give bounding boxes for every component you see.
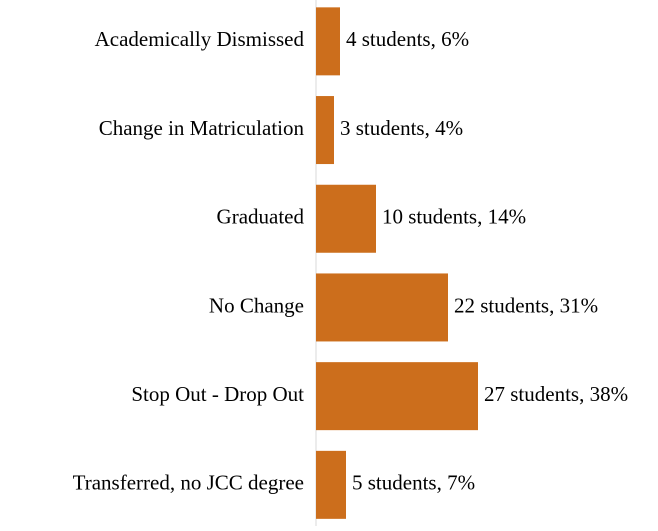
value-label: 4 students, 6% <box>346 27 469 51</box>
value-label: 27 students, 38% <box>484 382 628 406</box>
value-label: 10 students, 14% <box>382 205 526 229</box>
bar <box>316 273 448 342</box>
value-label: 3 students, 4% <box>340 116 463 140</box>
value-label: 22 students, 31% <box>454 293 598 317</box>
category-label: Transferred, no JCC degree <box>73 471 304 495</box>
category-label: Stop Out - Drop Out <box>131 382 304 406</box>
category-label: No Change <box>209 293 304 317</box>
category-label: Graduated <box>217 205 305 229</box>
category-label: Academically Dismissed <box>95 27 305 51</box>
bar <box>316 184 376 253</box>
bar <box>316 450 346 519</box>
bar <box>316 7 340 76</box>
value-label: 5 students, 7% <box>352 471 475 495</box>
bar <box>316 96 334 165</box>
category-label: Change in Matriculation <box>99 116 305 140</box>
bar <box>316 362 478 431</box>
